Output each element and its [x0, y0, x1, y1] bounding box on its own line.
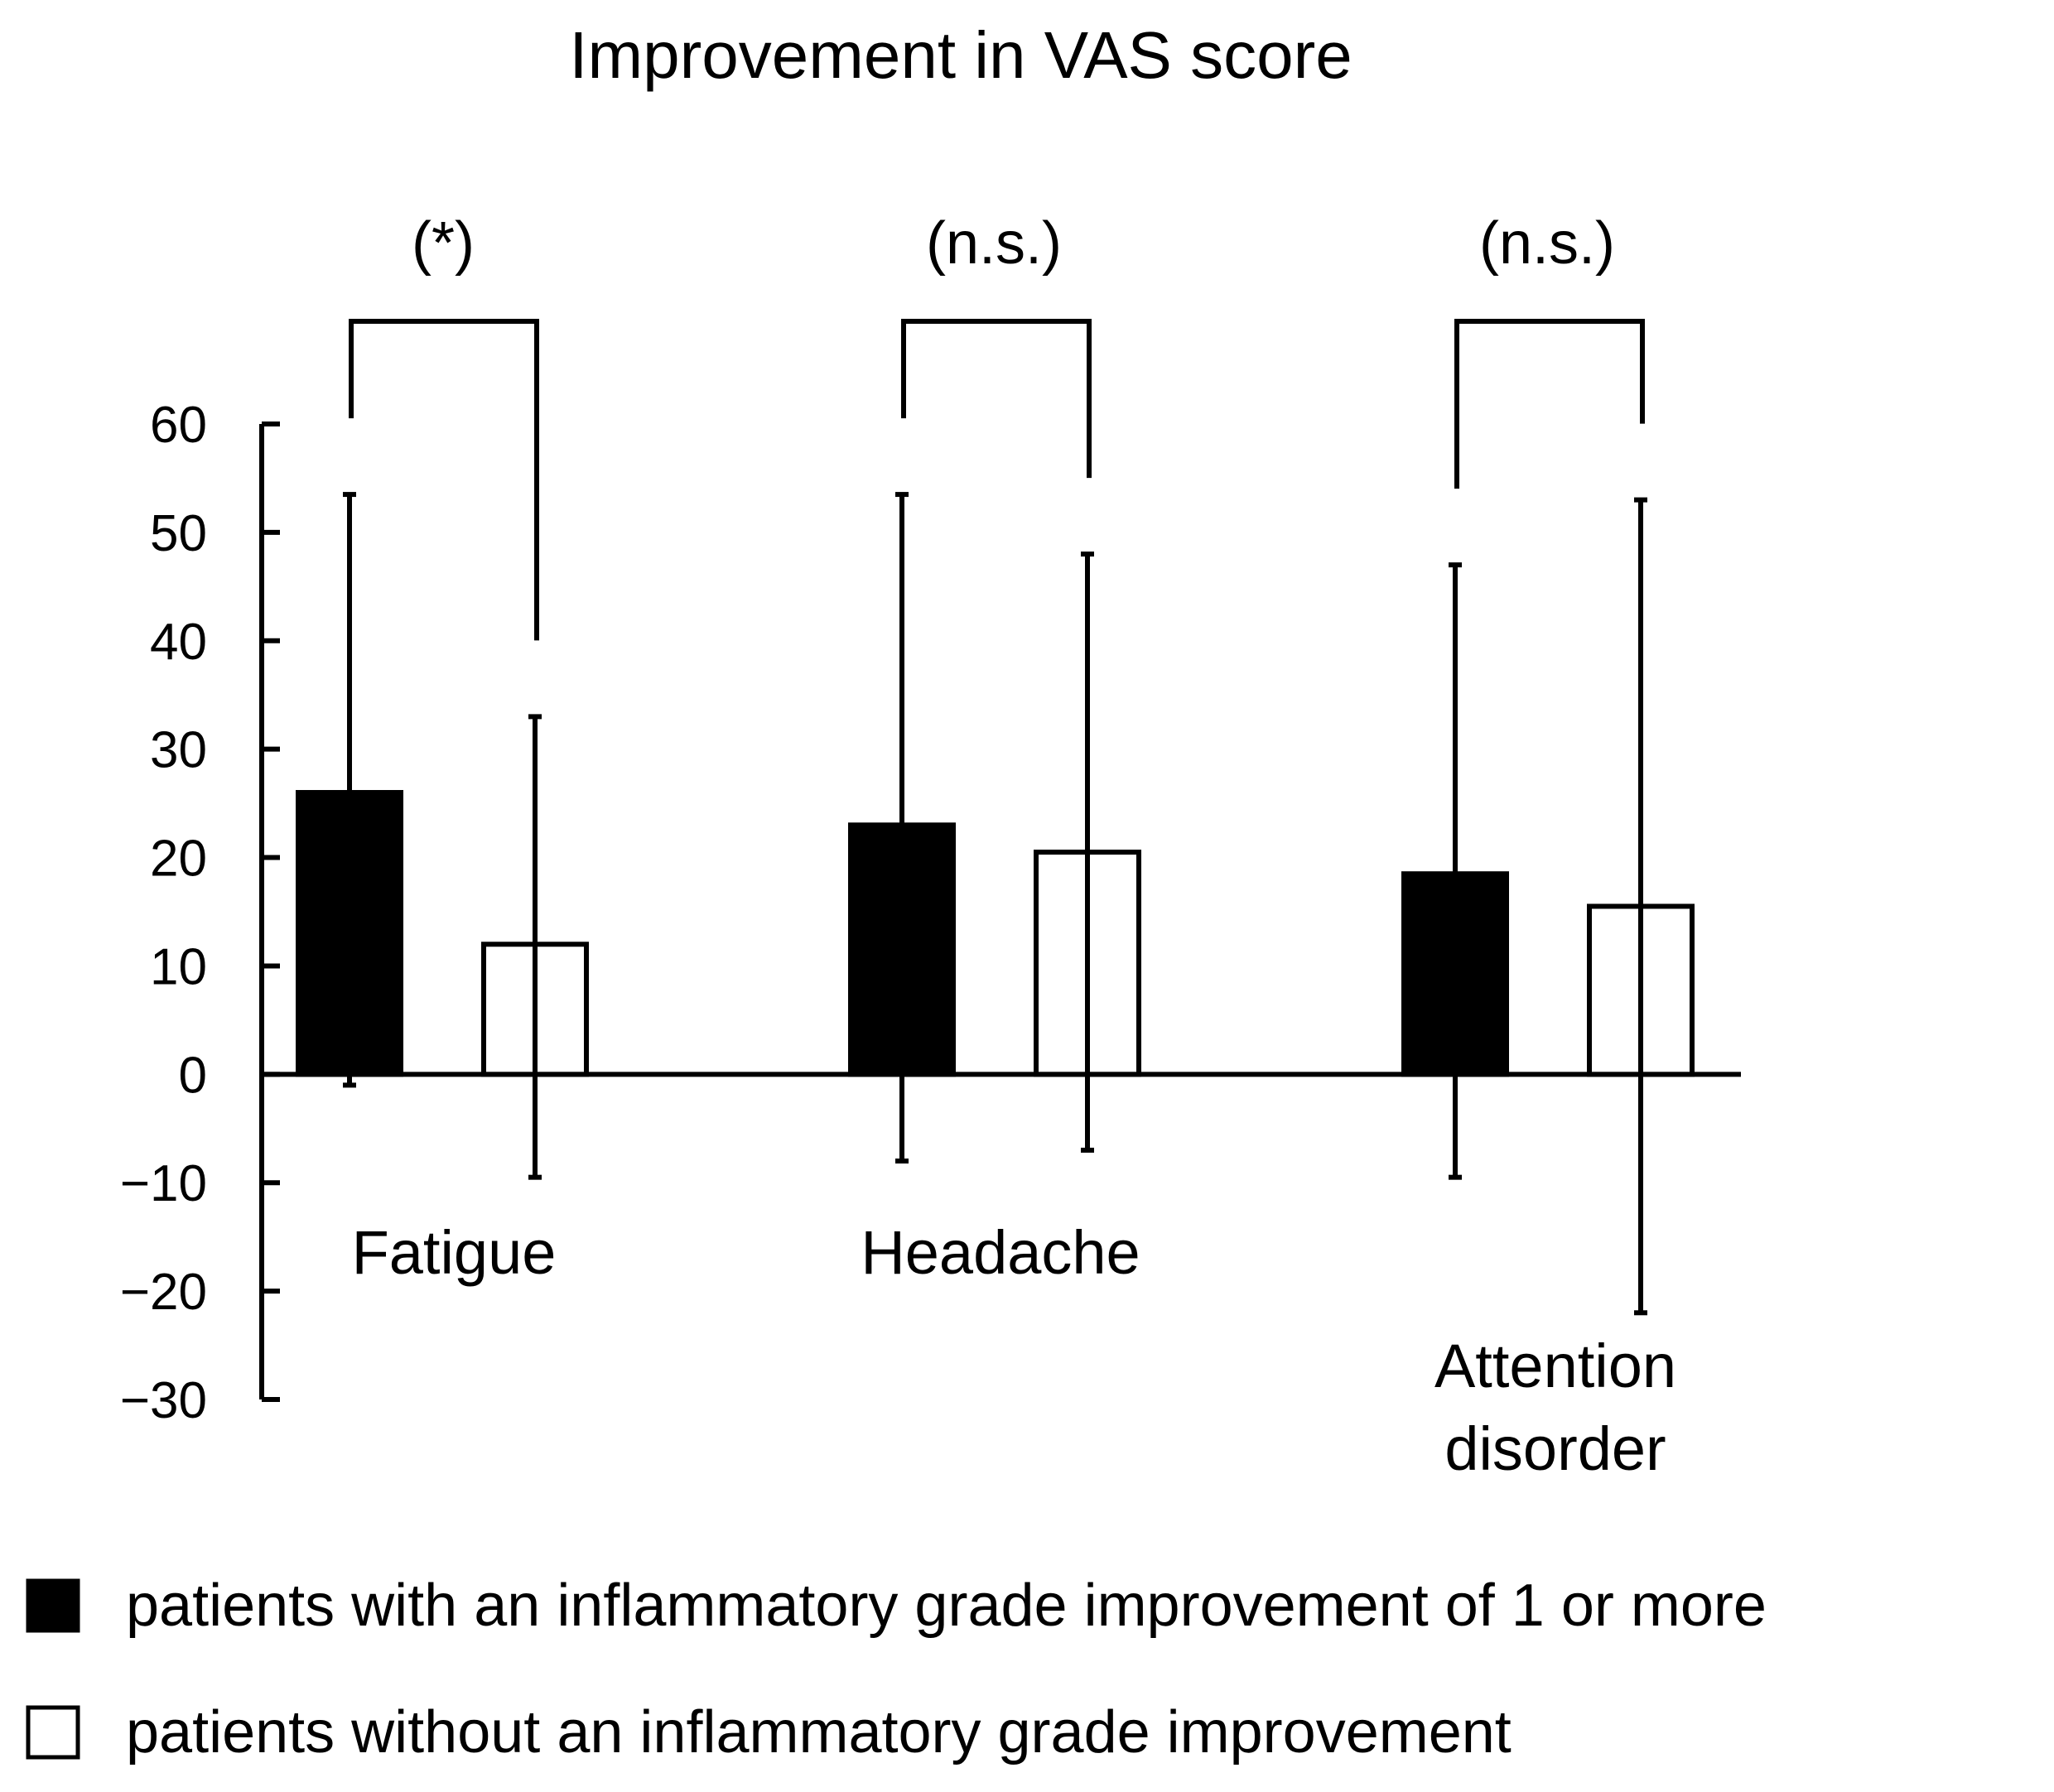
y-tick-label: 50 — [150, 505, 207, 562]
category-label: Attention — [1434, 1332, 1676, 1400]
y-tick-label: 0 — [179, 1047, 207, 1104]
significance-label: (*) — [412, 210, 475, 277]
y-tick-label: 30 — [150, 722, 207, 779]
y-tick-label: 60 — [150, 397, 207, 454]
bars — [296, 492, 1695, 1316]
category-label: Fatigue — [352, 1218, 557, 1287]
legend-label-series1: patients with an inflammatory grade impr… — [126, 1573, 1767, 1639]
y-tick-label: −30 — [120, 1372, 207, 1429]
significance-bracket — [349, 319, 539, 641]
category-label: disorder — [1444, 1414, 1666, 1483]
category-label: Headache — [861, 1218, 1140, 1287]
significance-label: (n.s.) — [926, 210, 1062, 277]
legend: patients with an inflammatory grade impr… — [26, 1573, 1767, 1766]
significance-label: (n.s.) — [1479, 210, 1615, 277]
legend-label-series2: patients without an inflammatory grade i… — [126, 1699, 1512, 1766]
y-tick-label: 10 — [150, 938, 207, 995]
legend-swatch-series1 — [26, 1578, 80, 1633]
significance-brackets: (*) (n.s.) (n.s.) — [349, 210, 1645, 641]
y-tick-label: −10 — [120, 1155, 207, 1212]
y-tick-label: −20 — [120, 1264, 207, 1321]
significance-bracket — [901, 319, 1092, 479]
y-tick-label: 20 — [150, 831, 207, 888]
legend-swatch-series2 — [26, 1705, 80, 1760]
chart-title: Improvement in VAS score — [569, 18, 1352, 92]
y-tick-label: 40 — [150, 614, 207, 671]
significance-bracket — [1454, 319, 1645, 489]
